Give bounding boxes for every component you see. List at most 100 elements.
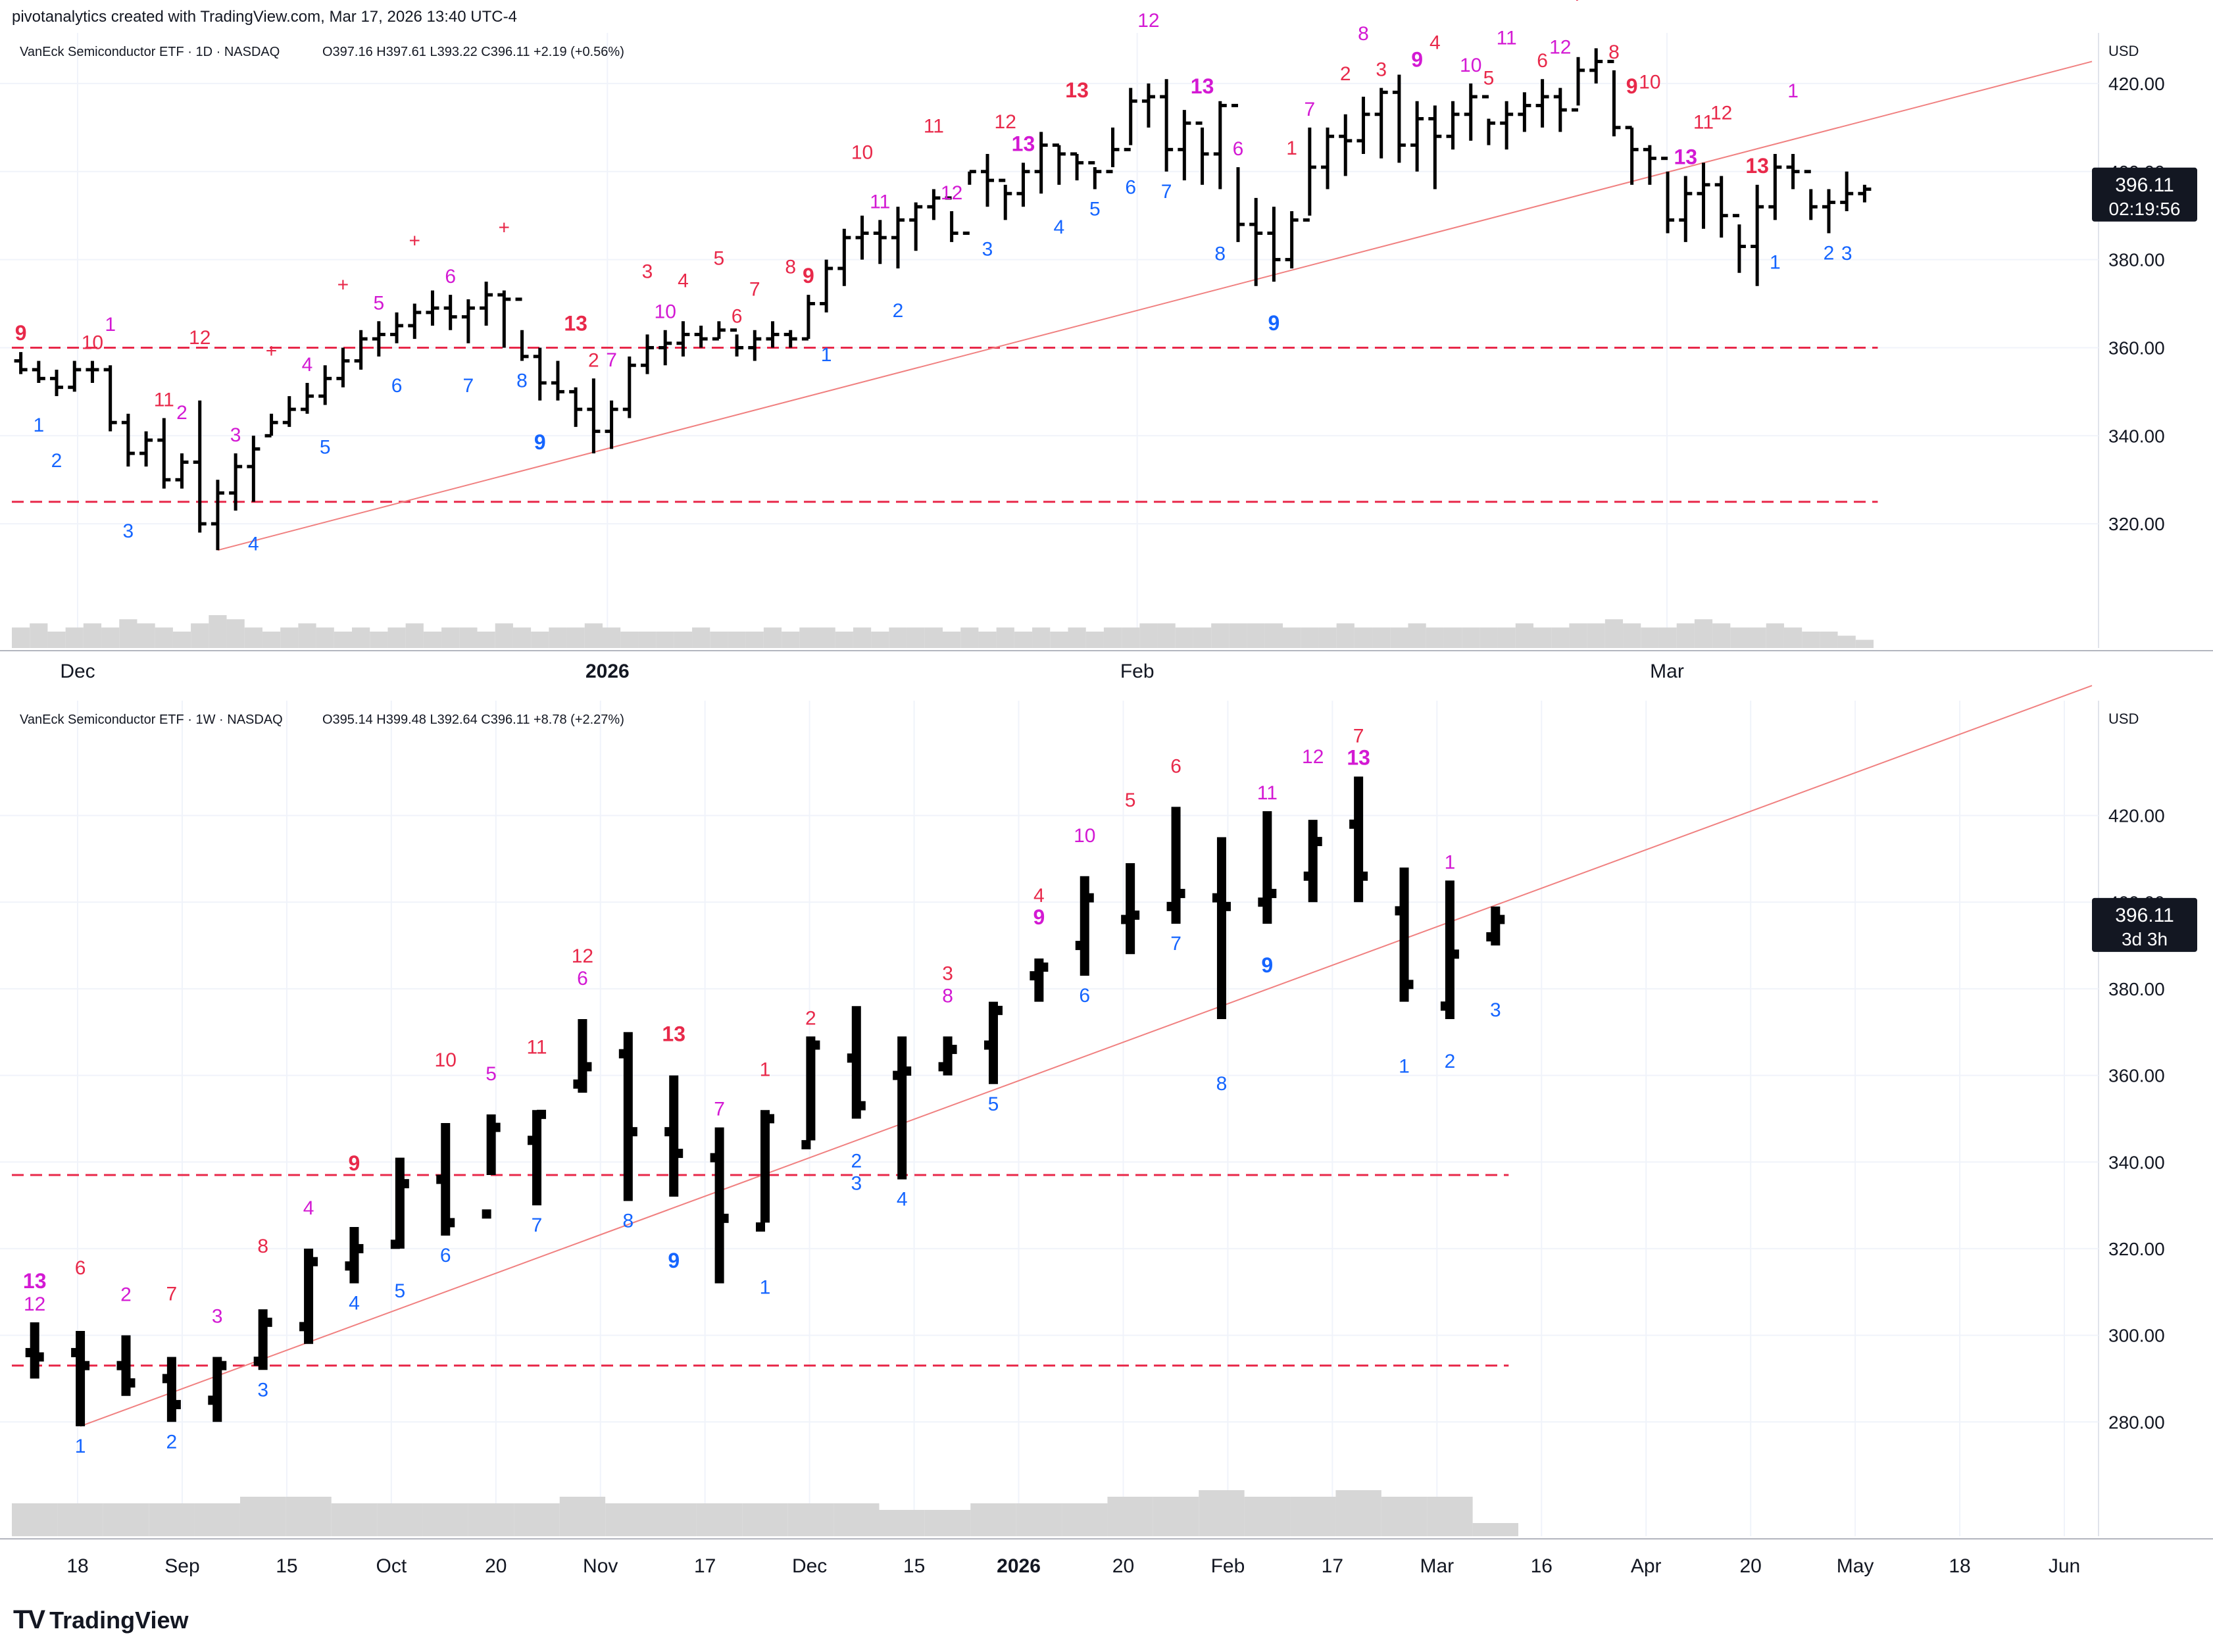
ohlc-legend: O397.16 H397.61 L393.22 C396.11 +2.19 (+… — [322, 45, 624, 59]
volume-bar — [531, 632, 549, 648]
td-count-label: 7 — [1304, 99, 1315, 120]
td-count-label: 3 — [123, 520, 134, 542]
volume-bar — [970, 1503, 1016, 1536]
td-count-label: 11 — [154, 389, 174, 411]
td-count-label: 9 — [1411, 48, 1423, 72]
volume-bar — [799, 627, 818, 648]
td-count-label: 11 — [1693, 111, 1714, 133]
td-count-label: 13 — [23, 1269, 47, 1293]
td-count-label: 1 — [105, 314, 116, 336]
x-tick-label: Feb — [1211, 1555, 1245, 1577]
volume-bar — [1623, 623, 1641, 648]
td-count-label: 3 — [982, 238, 993, 260]
td-count-label: 9 — [1626, 74, 1638, 98]
td-count-label: 4 — [1033, 885, 1045, 907]
td-count-label: 1 — [760, 1059, 771, 1080]
volume-bar — [172, 632, 191, 648]
td-count-label: 9 — [803, 264, 814, 288]
td-count-label: 5 — [1125, 789, 1136, 811]
volume-bar — [853, 627, 872, 648]
td-count-label: 6 — [440, 1245, 451, 1266]
td-count-label: 8 — [257, 1236, 268, 1257]
td-count-label: 10 — [851, 142, 873, 164]
td-count-label: 11 — [924, 116, 944, 138]
volume-bar — [1390, 627, 1408, 648]
td-count-label: 4 — [303, 1197, 314, 1219]
y-tick-label: 300.00 — [2108, 1326, 2165, 1346]
volume-bar — [244, 627, 262, 648]
volume-bar — [1551, 627, 1570, 648]
volume-bar — [1855, 639, 1874, 648]
volume-bar — [1426, 627, 1444, 648]
volume-bar — [12, 1503, 58, 1536]
volume-bar — [1211, 623, 1230, 648]
td-count-label: 6 — [732, 305, 743, 327]
volume-bar — [871, 632, 889, 648]
td-count-label: 7 — [714, 1099, 725, 1120]
td-count-label: 10 — [1074, 825, 1095, 847]
td-count-label: 6 — [1233, 138, 1244, 160]
td-count-label: 10 — [435, 1049, 457, 1071]
volume-bar — [782, 632, 800, 648]
volume-bar — [1479, 627, 1498, 648]
volume-bar — [924, 1510, 971, 1536]
td-count-label: 2 — [893, 300, 904, 322]
volume-bar — [262, 632, 281, 648]
volume-bar — [1462, 627, 1480, 648]
td-count-label: 8 — [1608, 41, 1620, 63]
td-count-label: 11 — [1257, 782, 1278, 804]
td-count-label: 1 — [760, 1276, 771, 1298]
volume-bar — [1694, 619, 1713, 648]
x-tick-label: Nov — [583, 1555, 618, 1577]
td-count-label: 6 — [577, 968, 588, 989]
td-count-label: 7 — [749, 279, 760, 301]
volume-bar — [1587, 623, 1605, 648]
tradingview-logo-icon: TV — [13, 1605, 45, 1634]
volume-bar — [1820, 632, 1838, 648]
tradingview-logo[interactable]: TV TradingView — [13, 1605, 189, 1635]
volume-bar — [477, 632, 495, 648]
ohlc-legend: O395.14 H399.48 L392.64 C396.11 +8.78 (+… — [322, 713, 624, 727]
td-count-label: 1 — [33, 414, 44, 436]
td-count-label: 8 — [1216, 1073, 1228, 1095]
volume-bar — [1335, 1490, 1381, 1536]
volume-bar — [334, 632, 353, 648]
volume-bar — [696, 1503, 743, 1536]
td-count-label: 13 — [1012, 132, 1035, 155]
volume-bar — [605, 1503, 651, 1536]
volume-bar — [1014, 632, 1033, 648]
volume-bar — [514, 1503, 560, 1536]
volume-bar — [943, 632, 961, 648]
td-count-label: 7 — [1573, 0, 1584, 5]
volume-bar — [377, 1503, 423, 1536]
td-count-label: 11 — [1497, 28, 1517, 49]
volume-bar — [191, 623, 209, 648]
td-count-label: 7 — [1170, 933, 1181, 955]
y-tick-label: 380.00 — [2108, 979, 2165, 999]
x-tick-label: Dec — [60, 661, 95, 682]
td-count-label: 6 — [391, 375, 403, 397]
td-count-label: 10 — [655, 301, 676, 323]
volume-bar — [1408, 623, 1426, 648]
x-tick-label: 18 — [1949, 1555, 1970, 1577]
td-count-label: 7 — [606, 349, 617, 371]
bar-countdown-label: 02:19:56 — [2109, 199, 2181, 219]
volume-bar — [1153, 1497, 1199, 1536]
volume-bar — [1372, 627, 1391, 648]
volume-bar — [1497, 627, 1516, 648]
trend-line — [217, 61, 2093, 551]
volume-bar — [549, 627, 567, 648]
td-count-label: 8 — [622, 1211, 634, 1232]
td-count-label: 13 — [1065, 78, 1089, 102]
td-count-label: 5 — [988, 1093, 999, 1115]
td-count-label: 13 — [1347, 745, 1370, 769]
volume-bar — [286, 1497, 332, 1536]
volume-bar — [1730, 627, 1749, 648]
x-tick-label: 2026 — [997, 1555, 1041, 1577]
volume-bar — [239, 1497, 286, 1536]
volume-bar — [1157, 623, 1176, 648]
volume-bar — [352, 627, 370, 648]
x-tick-label: 17 — [1322, 1555, 1343, 1577]
td-count-label: 12 — [1549, 37, 1571, 59]
